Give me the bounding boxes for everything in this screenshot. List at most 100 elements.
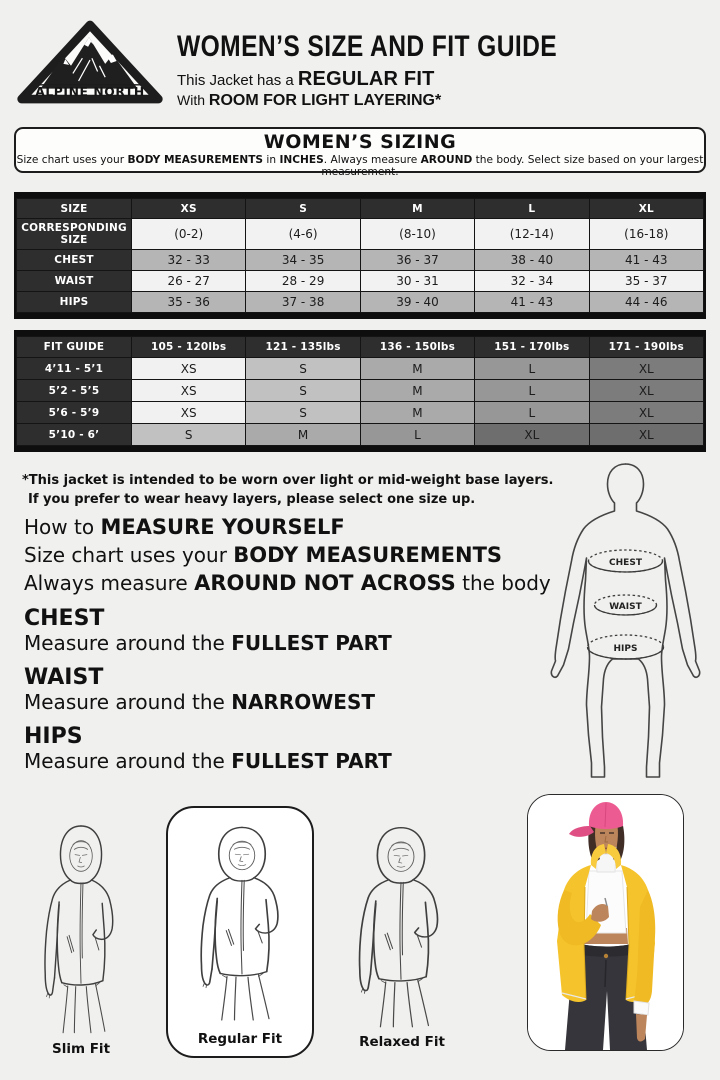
table-row: CHEST 32 - 33 34 - 35 36 - 37 38 - 40 41… <box>16 249 705 271</box>
size-cell: 35 - 37 <box>588 270 705 292</box>
slim-fit-illustration <box>28 818 134 1038</box>
fit-header-cell: 151 - 170lbs <box>474 336 590 358</box>
waist-instruction: Measure around the NARROWEST <box>24 690 376 714</box>
relaxed-fit-illustration <box>340 820 462 1032</box>
fit-header-cell: FIT GUIDE <box>16 336 132 358</box>
row-label: 5’2 - 5’5 <box>16 379 132 402</box>
row-label: CHEST <box>16 249 132 271</box>
womens-sizing-banner: WOMEN’S SIZING Size chart uses your BODY… <box>14 127 706 178</box>
size-cell: (4-6) <box>245 218 361 250</box>
waist-heading: WAIST <box>24 665 104 690</box>
chest-instruction: Measure around the FULLEST PART <box>24 631 392 655</box>
hips-section: HIPS Measure around the FULLEST PART <box>24 724 392 773</box>
row-label: 5’10 - 6’ <box>16 423 132 446</box>
logo-brand-text: ALPINE NORTH <box>35 85 144 99</box>
fit-header-cell: 105 - 120lbs <box>130 336 247 358</box>
howto-line-3: Always measure AROUND NOT ACROSS the bod… <box>24 571 551 595</box>
alpine-north-logo: ALPINE NORTH <box>14 16 166 108</box>
fit-cell: XS <box>130 357 247 380</box>
chest-section: CHEST Measure around the FULLEST PART <box>24 606 392 655</box>
fit-cell: L <box>474 357 590 380</box>
size-cell: 34 - 35 <box>245 249 361 271</box>
model-photo <box>527 794 684 1051</box>
layering-subtitle: With ROOM FOR LIGHT LAYERING* <box>177 92 442 109</box>
fit-cell: XL <box>588 401 705 424</box>
fit-subtitle: This Jacket has a REGULAR FIT <box>177 68 435 90</box>
fit-table-header-row: FIT GUIDE 105 - 120lbs 121 - 135lbs 136 … <box>16 336 705 358</box>
note-line-1: *This jacket is intended to be worn over… <box>22 473 554 488</box>
waist-section: WAIST Measure around the NARROWEST <box>24 665 375 714</box>
size-header-cell: XS <box>130 198 247 219</box>
row-label: 5’6 - 5’9 <box>16 401 132 424</box>
fit-cell: XL <box>588 379 705 402</box>
fit-header-cell: 136 - 150lbs <box>359 336 476 358</box>
size-header-cell: S <box>245 198 361 219</box>
fit-cell: XS <box>130 379 247 402</box>
fit-cell: M <box>245 423 361 446</box>
banner-title: WOMEN’S SIZING <box>263 131 457 153</box>
fit-cell: L <box>474 401 590 424</box>
fit-cell: XL <box>588 357 705 380</box>
fit-cell: XL <box>474 423 590 446</box>
size-cell: 44 - 46 <box>588 291 705 313</box>
row-label: HIPS <box>16 291 132 313</box>
hips-instruction: Measure around the FULLEST PART <box>24 749 392 773</box>
table-row: CORRESPONDING SIZE (0-2) (4-6) (8-10) (1… <box>16 218 705 250</box>
note-line-2: If you prefer to wear heavy layers, plea… <box>28 492 476 507</box>
size-cell: 30 - 31 <box>359 270 476 292</box>
fit-cell: S <box>245 401 361 424</box>
regular-fit-illustration <box>182 820 302 1025</box>
size-header-cell: XL <box>588 198 705 219</box>
relaxed-fit-label: Relaxed Fit <box>359 1034 445 1050</box>
size-cell: (12-14) <box>474 218 590 250</box>
table-row: 4’11 - 5’1 XS S M L XL <box>16 357 705 380</box>
table-row: 5’2 - 5’5 XS S M L XL <box>16 379 705 402</box>
fit-cell: S <box>245 357 361 380</box>
size-cell: 26 - 27 <box>130 270 247 292</box>
size-cell: 38 - 40 <box>474 249 590 271</box>
size-cell: 32 - 34 <box>474 270 590 292</box>
fit-cell: M <box>359 401 476 424</box>
size-cell: (8-10) <box>359 218 476 250</box>
table-row: 5’10 - 6’ S M L XL XL <box>16 423 705 446</box>
fit-cell: S <box>130 423 247 446</box>
body-measurement-diagram <box>538 458 713 788</box>
size-header-cell: L <box>474 198 590 219</box>
size-header-cell: SIZE <box>16 198 132 219</box>
slim-fit-label: Slim Fit <box>51 1041 111 1057</box>
fit-header-cell: 121 - 135lbs <box>245 336 361 358</box>
size-cell: 32 - 33 <box>130 249 247 271</box>
hips-heading: HIPS <box>24 724 83 749</box>
size-cell: 28 - 29 <box>245 270 361 292</box>
size-cell: 41 - 43 <box>474 291 590 313</box>
size-cell: 39 - 40 <box>359 291 476 313</box>
banner-description: Size chart uses your BODY MEASUREMENTS i… <box>16 154 704 178</box>
regular-fit-label: Regular Fit <box>197 1031 283 1047</box>
regular-fit-highlight-box: Regular Fit <box>166 806 314 1058</box>
fit-cell: L <box>359 423 476 446</box>
size-cell: 35 - 36 <box>130 291 247 313</box>
layering-note: *This jacket is intended to be worn over… <box>22 471 553 509</box>
howto-line-1: How to MEASURE YOURSELF <box>24 515 345 539</box>
fit-cell: XL <box>588 423 705 446</box>
fit-cell: M <box>359 357 476 380</box>
size-cell: (16-18) <box>588 218 705 250</box>
header-text-block: WOMEN’S SIZE AND FIT GUIDE This Jacket h… <box>177 30 717 110</box>
table-row: 5’6 - 5’9 XS S M L XL <box>16 401 705 424</box>
row-label: 4’11 - 5’1 <box>16 357 132 380</box>
fit-guide-table: FIT GUIDE 105 - 120lbs 121 - 135lbs 136 … <box>14 330 706 452</box>
size-table-header-row: SIZE XS S M L XL <box>16 198 705 219</box>
row-label: WAIST <box>16 270 132 292</box>
fit-type-text: REGULAR FIT <box>297 68 435 90</box>
size-cell: 36 - 37 <box>359 249 476 271</box>
fit-cell: XS <box>130 401 247 424</box>
size-cell: (0-2) <box>130 218 247 250</box>
size-cell: 37 - 38 <box>245 291 361 313</box>
fit-cell: L <box>474 379 590 402</box>
table-row: WAIST 26 - 27 28 - 29 30 - 31 32 - 34 35… <box>16 270 705 292</box>
size-table: SIZE XS S M L XL CORRESPONDING SIZE (0-2… <box>14 192 706 319</box>
chest-heading: CHEST <box>24 606 105 631</box>
how-to-measure-block: How to MEASURE YOURSELF Size chart uses … <box>24 513 551 597</box>
fit-cell: M <box>359 379 476 402</box>
size-cell: 41 - 43 <box>588 249 705 271</box>
